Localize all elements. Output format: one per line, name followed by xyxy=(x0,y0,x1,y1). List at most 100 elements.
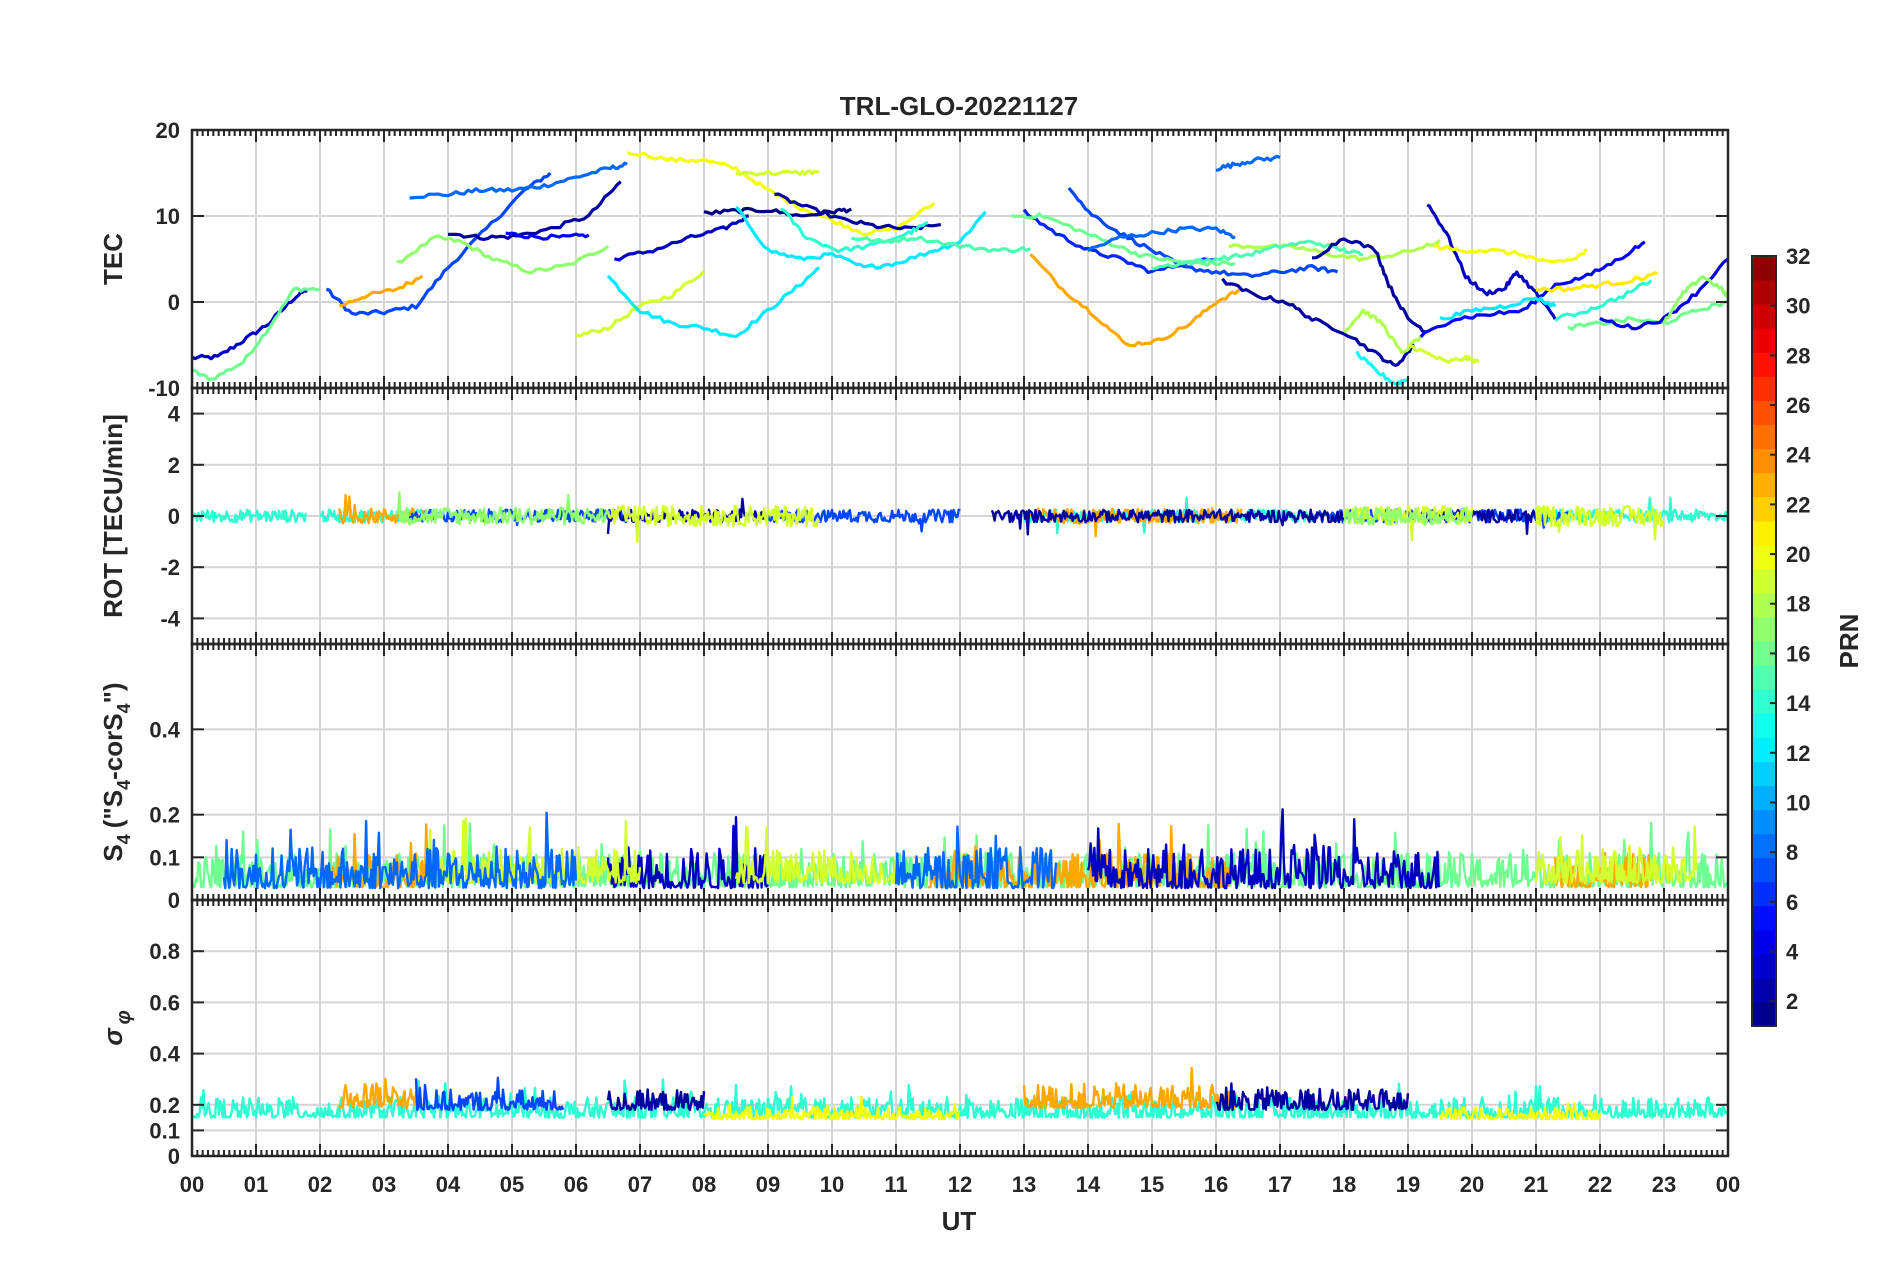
tec-trace-prn-20 xyxy=(1432,243,1588,263)
tec-trace-prn-15 xyxy=(1151,239,1364,271)
colorbar-tick-label: 32 xyxy=(1786,244,1810,269)
y-tick-label: 4 xyxy=(168,402,181,427)
x-tick-label: 11 xyxy=(884,1172,907,1197)
colorbar-bin xyxy=(1752,448,1776,474)
x-tick-label: 08 xyxy=(692,1172,716,1197)
y-tick-label: -10 xyxy=(148,376,180,401)
rot-trace-prn-7 xyxy=(766,508,961,533)
y-axis-label-tec: TEC xyxy=(98,233,128,285)
panel-ticks xyxy=(191,900,1729,1157)
y-tick-label: 2 xyxy=(168,453,180,478)
x-tick-label: 02 xyxy=(308,1172,332,1197)
panel-grid xyxy=(192,130,1728,388)
y-tick-label: 0.1 xyxy=(149,1118,180,1143)
y-tick-label: 0.2 xyxy=(149,1093,180,1118)
colorbar-tick-label: 6 xyxy=(1786,890,1798,915)
y-label-subscript: 4 xyxy=(114,834,134,844)
colorbar-bin xyxy=(1752,785,1776,811)
x-tick-label: 18 xyxy=(1332,1172,1356,1197)
colorbar-tick-label: 12 xyxy=(1786,741,1810,766)
x-tick-label: 21 xyxy=(1524,1172,1548,1197)
colorbar-bin xyxy=(1752,568,1776,594)
rot-trace-prn-17 xyxy=(395,491,610,526)
y-tick-label: 0.4 xyxy=(149,717,180,742)
y-tick-label: 0.8 xyxy=(149,939,180,964)
panel-sigma_phi: 00.10.2 0.4 0.6 0.8 σφ xyxy=(98,898,1730,1169)
x-tick-label: 06 xyxy=(564,1172,588,1197)
tec-trace-prn-23 xyxy=(339,274,424,308)
y-tick-label: -4 xyxy=(160,606,180,631)
colorbar-bin xyxy=(1752,737,1776,762)
y-tick-label: -2 xyxy=(160,555,180,580)
colorbar-tick-label: 30 xyxy=(1786,294,1810,319)
rot-trace-prn-23 xyxy=(338,493,428,525)
tec-trace-prn-17 xyxy=(396,234,610,275)
y-tick-label: 0.2 xyxy=(149,803,180,828)
s4-trace-prn-3 xyxy=(1086,808,1441,890)
x-tick-label: 12 xyxy=(948,1172,972,1197)
y-axis-label-rot: ROT [TECU/min] xyxy=(98,414,128,618)
colorbar-tick-label: 10 xyxy=(1786,790,1810,815)
panel-data xyxy=(192,150,1728,386)
colorbar-bin xyxy=(1752,929,1776,955)
colorbar-bin xyxy=(1752,592,1776,618)
sigma_phi-trace-prn-2 xyxy=(606,1088,706,1112)
colorbar-bin xyxy=(1752,977,1776,1003)
colorbar-bin xyxy=(1752,953,1776,979)
x-tick-label: 13 xyxy=(1012,1172,1036,1197)
colorbar-tick-label: 26 xyxy=(1786,393,1810,418)
sigma_phi-trace-prn-20 xyxy=(1438,1101,1602,1121)
colorbar-bin xyxy=(1752,424,1776,450)
y-label-part: ") xyxy=(98,682,128,703)
y-label-subscript: 4 xyxy=(114,703,134,713)
x-tick-label: 16 xyxy=(1204,1172,1228,1197)
x-tick-label: 15 xyxy=(1140,1172,1164,1197)
colorbar-bin xyxy=(1752,496,1776,522)
tec-trace-prn-3 xyxy=(614,214,749,262)
x-tick-label: 20 xyxy=(1460,1172,1484,1197)
s4-trace-prn-19 xyxy=(734,825,898,885)
colorbar-tick-label: 18 xyxy=(1786,592,1810,617)
panel-data xyxy=(192,1066,1728,1121)
x-tick-label: 23 xyxy=(1652,1172,1676,1197)
y-label-part: ("S xyxy=(98,790,128,828)
colorbar-bin xyxy=(1752,905,1776,931)
x-tick-label: 19 xyxy=(1396,1172,1420,1197)
colorbar-tick-label: 4 xyxy=(1786,939,1799,964)
colorbar-bin xyxy=(1752,761,1776,786)
tec-trace-prn-12 xyxy=(1439,296,1557,321)
colorbar-bin xyxy=(1752,376,1776,401)
tec-trace-prn-15 xyxy=(850,235,1031,254)
colorbar-label: PRN xyxy=(1834,614,1864,669)
y-tick-label: 0.6 xyxy=(149,990,180,1015)
y-label-phi-subscript: φ xyxy=(113,1010,135,1024)
tec-trace-prn-7 xyxy=(325,171,552,316)
s4-trace-prn-8 xyxy=(894,825,1058,890)
tec-trace-prn-23 xyxy=(1029,253,1243,348)
tec-trace-prn-12 xyxy=(606,266,821,339)
tec-trace-prn-4 xyxy=(1599,257,1728,331)
x-tick-label: 07 xyxy=(628,1172,652,1197)
tec-trace-prn-8 xyxy=(409,161,628,200)
tec-trace-prn-16 xyxy=(1567,300,1728,331)
x-tick-label: 14 xyxy=(1076,1172,1101,1197)
panel-s4: 00.10.20.4S4("S4-corS4") xyxy=(98,642,1730,913)
colorbar-tick-label: 22 xyxy=(1786,492,1810,517)
colorbar-tick-label: 8 xyxy=(1786,840,1798,865)
sigma_phi-trace-prn-23 xyxy=(1022,1066,1237,1110)
y-axis-label-s4: S4("S4-corS4") xyxy=(98,682,134,861)
tec-trace-prn-2 xyxy=(1221,277,1415,367)
panel-data xyxy=(192,808,1728,890)
tec-trace-prn-14 xyxy=(780,207,929,254)
y-tick-label: 20 xyxy=(156,118,180,143)
y-axis-label-sigma_phi: σφ xyxy=(98,1010,135,1045)
colorbar-tick-label: 2 xyxy=(1786,989,1798,1014)
tec-trace-prn-18 xyxy=(1342,308,1423,354)
colorbar-bin xyxy=(1752,616,1776,642)
x-tick-label: 17 xyxy=(1268,1172,1292,1197)
tec-trace-prn-2 xyxy=(1311,237,1428,334)
colorbar-bin xyxy=(1752,857,1776,883)
